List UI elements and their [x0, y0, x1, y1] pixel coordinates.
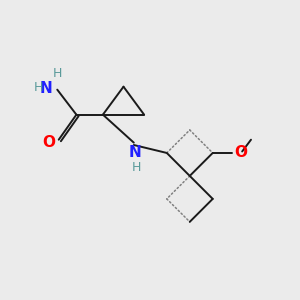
Text: O: O [235, 146, 248, 160]
Text: O: O [42, 135, 55, 150]
Text: H: H [33, 81, 43, 94]
Text: N: N [39, 81, 52, 96]
Text: H: H [52, 67, 62, 80]
Text: H: H [131, 161, 141, 174]
Text: N: N [129, 145, 142, 160]
